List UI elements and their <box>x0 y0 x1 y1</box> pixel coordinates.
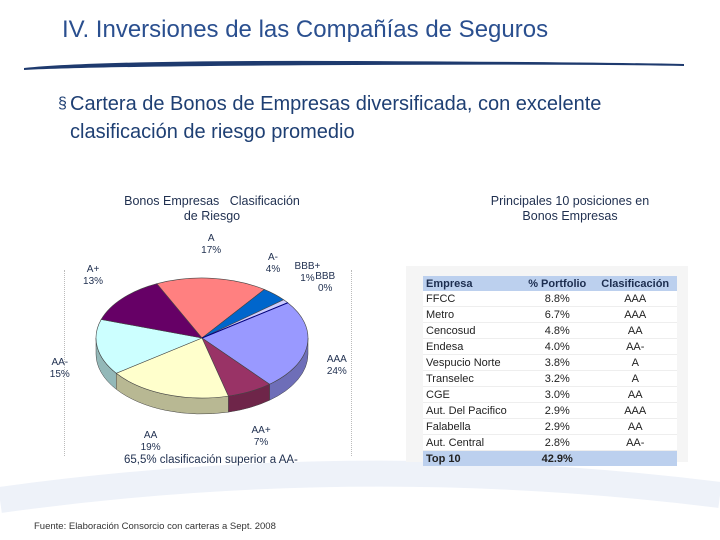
total-portfolio: 42.9% <box>521 450 594 466</box>
cell-empresa: Cencosud <box>423 322 522 339</box>
table-row: Falabella 2.9% AA <box>423 418 677 435</box>
pie-label-name: AA <box>143 429 158 441</box>
cell-empresa: Metro <box>423 306 522 323</box>
cell-empresa: Aut. Del Pacifico <box>423 402 522 419</box>
cell-empresa: Vespucio Norte <box>423 354 522 371</box>
title-underline <box>24 60 684 70</box>
cell-portfolio: 3.8% <box>521 354 594 371</box>
cell-portfolio: 8.8% <box>521 291 594 307</box>
pie-chart <box>95 277 309 415</box>
table-row: FFCC 8.8% AAA <box>423 291 677 307</box>
table-total-row: Top 10 42.9% <box>423 450 677 466</box>
pie-label-name: A <box>207 233 215 245</box>
cell-portfolio: 2.9% <box>521 418 594 435</box>
pie-label-a: A 17% <box>201 233 221 257</box>
pie-label-name: A+ <box>86 264 100 276</box>
table-title-line-2: Bonos Empresas <box>522 209 618 223</box>
table-title: Principales 10 posiciones en Bonos Empre… <box>470 194 670 224</box>
pie-label-value: 15% <box>49 368 70 380</box>
table-row: Aut. Del Pacifico 2.9% AAA <box>423 402 677 419</box>
cell-clasificacion: AAA <box>593 306 677 323</box>
cell-portfolio: 3.0% <box>521 386 594 403</box>
cell-clasificacion: A <box>593 354 677 371</box>
cell-clasificacion: AA <box>593 386 677 403</box>
pie-frame <box>64 270 352 456</box>
pie-slice-aaa <box>201 302 309 385</box>
cell-clasificacion: AA- <box>593 434 677 451</box>
cell-portfolio: 4.8% <box>521 322 594 339</box>
pie-label-name: BBB+ <box>294 260 321 272</box>
cell-empresa: FFCC <box>423 291 522 307</box>
pie-label-name: AAA <box>326 353 347 365</box>
top-positions-table: Empresa % Portfolio Clasificación FFCC 8.… <box>423 276 677 466</box>
pie-slice-a <box>156 277 265 339</box>
cell-empresa: CGE <box>423 386 522 403</box>
pie-label-name: AA+ <box>251 424 271 436</box>
background-swoosh <box>0 460 720 513</box>
cell-empresa: Aut. Central <box>423 434 522 451</box>
table-row: Transelec 3.2% A <box>423 370 677 387</box>
cell-empresa: Endesa <box>423 338 522 355</box>
pie-label-bbb+: BBB+ 1% <box>295 261 321 285</box>
pie-summary: 65,5% clasificación superior a AA- <box>124 454 298 466</box>
bullet-mark: § <box>58 95 67 112</box>
cell-empresa: Falabella <box>423 418 522 435</box>
pie-chart-title: Bonos Empresas Clasificación de Riesgo <box>100 194 324 224</box>
pie-slice-bbb <box>201 302 288 339</box>
table-row: Aut. Central 2.8% AA- <box>423 434 677 451</box>
pie-label-value: 17% <box>201 245 222 257</box>
bullet-text: Cartera de Bonos de Empresas diversifica… <box>70 93 602 143</box>
pie-slice-a+ <box>100 283 203 339</box>
pie-label-value: 0% <box>317 283 333 295</box>
pie-label-name: AA- <box>51 356 69 368</box>
cell-clasificacion: AAA <box>593 291 677 307</box>
cell-clasificacion: AA- <box>593 338 677 355</box>
pie-label-value: 24% <box>326 365 347 377</box>
cell-clasificacion: A <box>593 370 677 387</box>
pie-label-value: 7% <box>253 436 269 448</box>
header-empresa: Empresa <box>423 276 522 291</box>
cell-portfolio: 3.2% <box>521 370 594 387</box>
table-title-line-1: Principales 10 posiciones en <box>490 194 650 208</box>
pie-label-value: 1% <box>300 272 315 284</box>
pie-label-aa: AA 19% <box>141 430 161 454</box>
table-row: Cencosud 4.8% AA <box>423 322 677 339</box>
total-clasificacion <box>593 450 677 466</box>
total-label: Top 10 <box>423 450 522 466</box>
cell-portfolio: 4.0% <box>521 338 594 355</box>
cell-portfolio: 6.7% <box>521 306 594 323</box>
pie-title-line-1: Bonos Empresas Clasificación <box>124 194 300 208</box>
pie-label-aaa: AAA 24% <box>327 354 347 378</box>
pie-label-a+: A+ 13% <box>83 264 103 288</box>
pie-label-value: 4% <box>265 264 281 276</box>
slide-title: IV. Inversiones de las Compañías de Segu… <box>62 16 549 43</box>
cell-clasificacion: AA <box>593 418 677 435</box>
pie-label-value: 13% <box>83 276 104 288</box>
header-portfolio: % Portfolio <box>521 276 594 291</box>
pie-label-name: A- <box>268 252 278 264</box>
pie-label-bbb: BBB 0% <box>315 271 335 295</box>
cell-portfolio: 2.8% <box>521 434 594 451</box>
table-row: Vespucio Norte 3.8% A <box>423 354 677 371</box>
cell-clasificacion: AA <box>593 322 677 339</box>
pie-label-aa+: AA+ 7% <box>252 425 271 449</box>
table-header-row: Empresa % Portfolio Clasificación <box>423 276 677 291</box>
pie-slice-aa <box>115 337 229 399</box>
table-row: Metro 6.7% AAA <box>423 306 677 323</box>
source-note: Fuente: Elaboración Consorcio con carter… <box>34 521 276 532</box>
cell-portfolio: 2.9% <box>521 402 594 419</box>
cell-clasificacion: AAA <box>593 402 677 419</box>
pie-label-a-: A- 4% <box>266 252 280 276</box>
table-row: Endesa 4.0% AA- <box>423 338 677 355</box>
table-row: CGE 3.0% AA <box>423 386 677 403</box>
pie-slice-aa- <box>95 319 204 374</box>
pie-label-aa-: AA- 15% <box>50 357 70 381</box>
pie-title-line-2: de Riesgo <box>183 209 241 223</box>
cell-empresa: Transelec <box>423 370 522 387</box>
pie-label-name: BBB <box>315 271 336 283</box>
header-clasificacion: Clasificación <box>593 276 677 291</box>
bullet-point: § Cartera de Bonos de Empresas diversifi… <box>58 90 658 146</box>
pie-label-value: 19% <box>140 441 161 453</box>
